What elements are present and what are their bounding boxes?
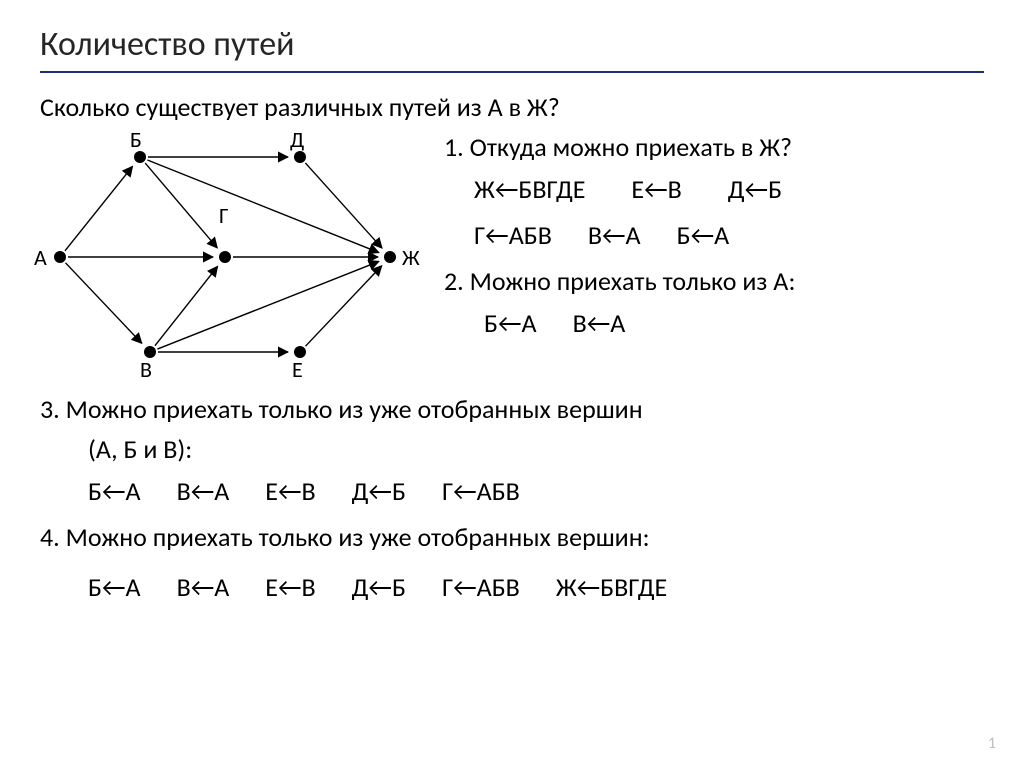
graph-node-label: Е (292, 356, 303, 383)
graph-edge (157, 261, 378, 349)
eq: Ж←БВГДЕ (556, 571, 667, 603)
graph-node (384, 251, 396, 263)
graph-node-label: В (140, 356, 152, 383)
step3-text-b: (А, Б и В): (40, 433, 984, 465)
eq: Б←А (88, 571, 141, 603)
eq: Ж←БВГДЕ (474, 173, 585, 205)
graph-edge (66, 263, 142, 343)
graph-node-label: Ж (402, 244, 420, 271)
graph-node (219, 251, 231, 263)
eq: В←А (573, 307, 626, 339)
graph-edge (145, 163, 217, 248)
step2-eq-row: Б←А В←А (444, 307, 984, 339)
graph-edge (65, 166, 133, 250)
graph-edge (305, 163, 382, 248)
step2-text: 2. Можно приехать только из А: (444, 265, 984, 297)
eq: Б←А (88, 475, 141, 507)
title-underline (40, 71, 984, 73)
eq: Е←В (631, 173, 681, 205)
step3-eq-row: Б←А В←А Е←В Д←Б Г←АБВ (40, 475, 984, 507)
graph-svg: А Б В Г Д Е Ж (30, 127, 440, 387)
graph-node-label: Д (290, 127, 304, 153)
eq: Д←Б (352, 475, 406, 507)
page-number: 1 (988, 734, 996, 753)
graph-node-label: Б (130, 127, 142, 153)
content-row: АБВГДЕЖ 1. Откуда можно приехать в Ж? Ж←… (40, 127, 984, 387)
step1-eq-row2: Г←АБВ В←А Б←А (444, 219, 984, 251)
eq: Е←В (265, 571, 315, 603)
graph-node-label: А (34, 244, 47, 271)
eq: Г←АБВ (442, 475, 520, 507)
step1-text: 1. Откуда можно приехать в Ж? (444, 131, 984, 163)
eq: В←А (588, 219, 641, 251)
eq: Е←В (265, 475, 315, 507)
step4-text: 4. Можно приехать только из уже отобранн… (40, 521, 984, 553)
slide-title: Количество путей (40, 24, 984, 65)
eq: Д←Б (728, 173, 782, 205)
step4-eq-row: Б←А В←А Е←В Д←Б Г←АБВ Ж←БВГДЕ (40, 571, 984, 603)
eq: Б←А (484, 307, 537, 339)
graph-edge (155, 266, 218, 345)
graph-node-label: Г (219, 202, 228, 229)
graph-edge (306, 266, 382, 346)
eq: Д←Б (352, 571, 406, 603)
right-column: 1. Откуда можно приехать в Ж? Ж←БВГДЕ Е←… (440, 127, 984, 353)
slide: Количество путей Сколько существует разл… (0, 0, 1024, 767)
step3-text-a: 3. Можно приехать только из уже отобранн… (40, 393, 984, 425)
step1-eq-row1: Ж←БВГДЕ Е←В Д←Б (444, 173, 984, 205)
eq: Г←АБВ (474, 219, 552, 251)
eq: Б←А (677, 219, 730, 251)
eq: Г←АБВ (442, 571, 520, 603)
eq: В←А (177, 571, 230, 603)
eq: В←А (177, 475, 230, 507)
graph-container: АБВГДЕЖ (40, 127, 440, 387)
graph-node (54, 251, 66, 263)
main-question: Сколько существует различных путей из А … (40, 91, 984, 123)
